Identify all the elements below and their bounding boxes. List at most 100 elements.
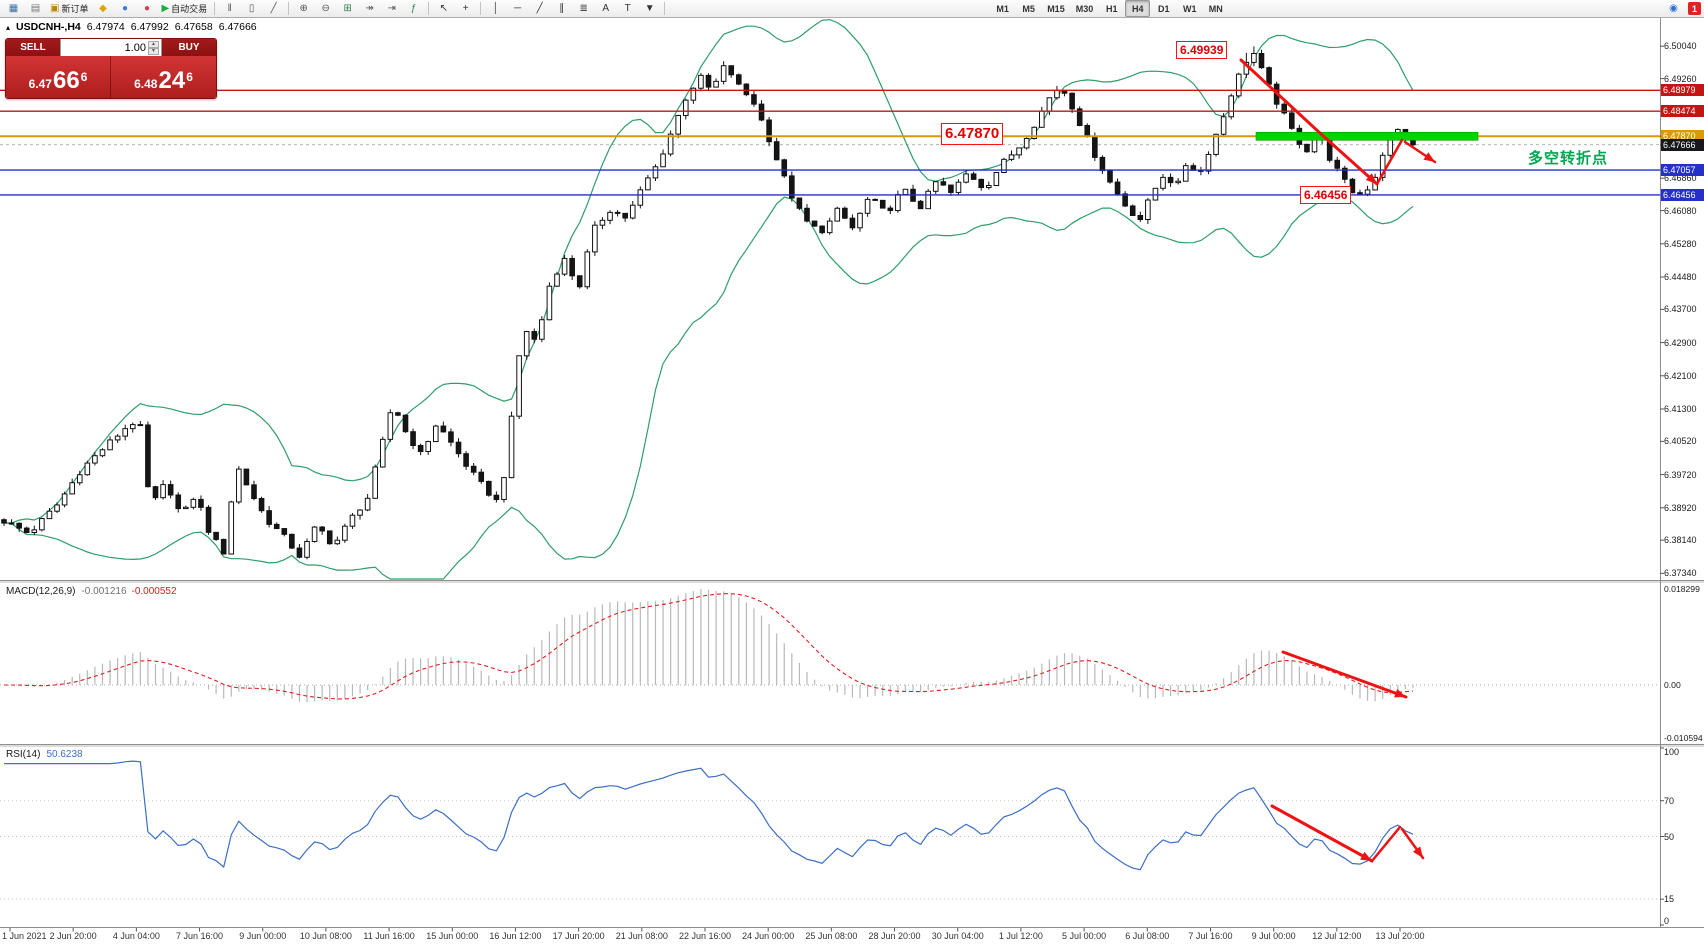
timeframe-m15[interactable]: M15: [1047, 3, 1065, 14]
chart-shift-button[interactable]: ⇥: [381, 0, 402, 17]
indicators-icon: ƒ: [410, 2, 417, 14]
vertical-line-button[interactable]: │: [485, 0, 506, 17]
time-axis-label: 12 Jul 12:00: [1312, 931, 1362, 941]
arrows-tool-button[interactable]: ▼: [639, 0, 660, 17]
macd-main-value: -0.001216: [81, 586, 127, 597]
text-icon: A: [602, 2, 610, 14]
timeframe-m1[interactable]: M1: [996, 3, 1009, 14]
symbol-ohlc-line: ▴ USDCNH-,H4 6.47974 6.47992 6.47658 6.4…: [6, 21, 257, 33]
timeframe-m30[interactable]: M30: [1075, 3, 1094, 14]
rsi-line: [4, 760, 1414, 871]
sell-button[interactable]: 6.47 66 6: [6, 56, 111, 98]
vertical-line-icon: │: [492, 2, 499, 14]
one-click-collapse-icon[interactable]: ▴: [6, 22, 11, 32]
sell-price-sup: 6: [80, 70, 88, 84]
time-axis-label: 2 Jun 20:00: [49, 931, 97, 941]
community-button[interactable]: ◉: [1663, 0, 1684, 17]
buy-price-sup: 6: [186, 70, 193, 84]
macd-signal-value: -0.000552: [131, 586, 177, 597]
lot-decrease-button[interactable]: ▼: [148, 47, 159, 55]
metaeditor-button[interactable]: ◆: [92, 0, 113, 17]
price-axis-tick: 6.39720: [1664, 469, 1697, 480]
line-chart-button[interactable]: ╱: [263, 0, 284, 17]
timeframe-mn[interactable]: MN: [1208, 3, 1223, 14]
price-tag[interactable]: 6.47870: [941, 123, 1004, 146]
price-axis-tick: 6.38920: [1664, 502, 1697, 513]
sell-price-prefix: 6.47: [28, 77, 52, 91]
annotation-note[interactable]: 多空转折点: [1528, 150, 1609, 167]
price-tag[interactable]: 6.49939: [1176, 41, 1228, 60]
macd-name: MACD(12,26,9): [6, 586, 76, 597]
macd-axis-label: 0.00: [1664, 679, 1681, 690]
crosshair-icon: +: [462, 2, 469, 14]
support-zone[interactable]: [1255, 131, 1479, 141]
candlestick-chart-button[interactable]: ▯: [241, 0, 262, 17]
tile-windows-button[interactable]: ⊞: [337, 0, 358, 17]
price-tag[interactable]: 6.46456: [1300, 186, 1352, 205]
buy-price-big: 24: [158, 67, 186, 94]
indicators-button[interactable]: ƒ: [403, 0, 424, 17]
zoom-out-button[interactable]: ⊖: [315, 0, 336, 17]
notifications-badge[interactable]: 1: [1688, 2, 1701, 15]
price-axis-special-label: 6.47666: [1661, 138, 1704, 151]
new-chart-icon: ▦: [8, 2, 19, 14]
arrows-tool-icon: ▼: [644, 2, 655, 14]
trend-arrows[interactable]: [1239, 58, 1437, 863]
tile-windows-icon: ⊞: [343, 2, 352, 14]
new-chart-button[interactable]: ▦: [3, 0, 24, 17]
time-axis-label: 7 Jul 16:00: [1188, 931, 1233, 941]
sell-price-big: 66: [52, 67, 80, 94]
rsi-value: 50.6238: [46, 749, 83, 760]
lot-increase-button[interactable]: ▲: [148, 40, 159, 48]
time-axis-label: 4 Jun 04:00: [112, 931, 160, 941]
new-order-button[interactable]: ▣ 新订单: [47, 0, 91, 17]
lot-size-input[interactable]: 1.00 ▲ ▼: [60, 39, 162, 56]
text-label-button[interactable]: T: [617, 0, 638, 17]
buy-price-prefix: 6.48: [134, 77, 158, 91]
time-axis-label: 11 Jun 16:00: [363, 931, 415, 941]
price-axis-tick: 6.50040: [1664, 41, 1697, 52]
macd-axis-label: 0.018299: [1664, 584, 1700, 594]
price-axis-tick: 6.37340: [1664, 568, 1697, 579]
timeframe-h1[interactable]: H1: [1105, 3, 1118, 14]
toolbar-separator: [480, 2, 482, 15]
horizontal-line-button[interactable]: ─: [507, 0, 528, 17]
fibonacci-icon: ≣: [579, 2, 588, 14]
text-button[interactable]: A: [595, 0, 616, 17]
channel-icon: ∥: [559, 2, 565, 14]
time-axis-label: 1 Jul 12:00: [998, 931, 1043, 941]
cursor-button[interactable]: ↖: [433, 0, 454, 17]
price-axis-tick: 6.38140: [1664, 535, 1697, 546]
fibonacci-button[interactable]: ≣: [573, 0, 594, 17]
bar-chart-icon: ‖: [227, 2, 232, 14]
price-axis-tick: 6.45280: [1664, 238, 1697, 249]
timeframe-w1[interactable]: W1: [1182, 3, 1197, 14]
price-axis-tick: 6.42100: [1664, 370, 1697, 381]
market-button[interactable]: ●: [114, 0, 135, 17]
profiles-icon: ▤: [30, 2, 41, 14]
buy-button[interactable]: 6.48 24 6: [111, 56, 216, 98]
time-axis-label: 9 Jun 00:00: [239, 931, 287, 941]
timeframe-m5[interactable]: M5: [1022, 3, 1035, 14]
lot-spinner: ▲ ▼: [148, 40, 159, 55]
zoom-in-button[interactable]: ⊕: [293, 0, 314, 17]
ohlc-close: 6.47666: [218, 21, 257, 33]
time-axis-label: 21 Jun 08:00: [615, 931, 668, 941]
price-axis-tick: 6.46860: [1664, 173, 1697, 184]
auto-trading-button[interactable]: ▶ 自动交易: [158, 0, 210, 17]
bar-chart-button[interactable]: ‖: [219, 0, 240, 17]
time-axis-label: 28 Jun 20:00: [868, 931, 921, 941]
timeframe-h4[interactable]: H4: [1125, 0, 1151, 17]
auto-scroll-button[interactable]: ↠: [359, 0, 380, 17]
trendline-button[interactable]: ╱: [529, 0, 550, 17]
timeframe-d1[interactable]: D1: [1157, 3, 1170, 14]
metaeditor-icon: ◆: [99, 2, 107, 14]
community-icon: ◉: [1669, 2, 1678, 14]
signals-icon: ●: [143, 2, 150, 14]
channel-button[interactable]: ∥: [551, 0, 572, 17]
crosshair-button[interactable]: +: [455, 0, 476, 17]
profiles-button[interactable]: ▤: [25, 0, 46, 17]
signals-button[interactable]: ●: [136, 0, 157, 17]
